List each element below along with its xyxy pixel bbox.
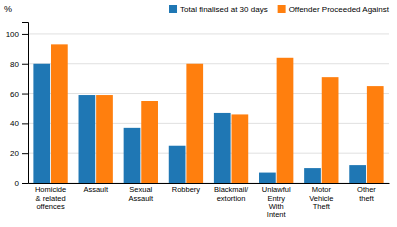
x-tick: SexualAssault bbox=[129, 183, 155, 203]
x-tick: Blackmail/extortion bbox=[214, 183, 249, 203]
y-tick-mark bbox=[22, 153, 28, 154]
y-tick-mark bbox=[22, 123, 28, 124]
bar bbox=[322, 77, 339, 183]
x-tick-label-line: offences bbox=[36, 202, 64, 211]
y-tick-label: 40 bbox=[10, 119, 19, 128]
x-tick-label: UnlawfulEntryWithIntent bbox=[262, 185, 291, 219]
grid-line bbox=[28, 63, 389, 64]
x-tick-label-line: theft bbox=[359, 194, 375, 203]
y-tick: 20 bbox=[10, 149, 28, 158]
bar bbox=[214, 113, 231, 183]
bar bbox=[232, 114, 249, 183]
y-tick-label: 60 bbox=[10, 90, 19, 99]
x-tick: Robbery bbox=[172, 183, 201, 194]
bar bbox=[349, 165, 366, 183]
y-axis-label: % bbox=[4, 4, 12, 14]
grid-line bbox=[28, 33, 389, 34]
x-tick: Homicide& relatedoffences bbox=[35, 183, 66, 211]
y-tick: 60 bbox=[10, 90, 28, 99]
legend-swatch bbox=[278, 5, 286, 13]
x-tick-label-line: Theft bbox=[313, 202, 331, 211]
bar bbox=[277, 58, 294, 183]
y-tick: 40 bbox=[10, 119, 28, 128]
bar-series bbox=[51, 44, 384, 183]
chart: 0 20 40 60 80 100 Homicide& relatedoffences Ass… bbox=[0, 0, 397, 227]
bar bbox=[186, 64, 203, 183]
y-tick-label: 20 bbox=[10, 149, 19, 158]
x-tick: MotorVehicleTheft bbox=[309, 183, 333, 211]
bar bbox=[96, 95, 113, 183]
x-tick-label: Blackmail/extortion bbox=[214, 185, 249, 202]
y-tick: 80 bbox=[10, 60, 28, 69]
x-tick-label-line: Intent bbox=[267, 210, 287, 219]
y-tick-label: 100 bbox=[6, 30, 20, 39]
y-tick: 0 bbox=[15, 179, 28, 188]
grid bbox=[28, 34, 389, 183]
bar bbox=[141, 101, 158, 183]
x-tick-label: Othertheft bbox=[357, 185, 376, 202]
legend-label: Total finalised at 30 days bbox=[180, 5, 268, 14]
legend-swatch bbox=[169, 5, 177, 13]
bar bbox=[79, 95, 96, 183]
y-tick-mark bbox=[22, 94, 28, 95]
bar bbox=[367, 86, 384, 183]
legend-label: Offender Proceeded Against bbox=[289, 5, 390, 14]
x-tick: Assault bbox=[83, 183, 109, 194]
y-tick-mark bbox=[22, 183, 28, 184]
bar bbox=[304, 168, 321, 183]
bar bbox=[51, 44, 68, 183]
x-tick-label-line: Robbery bbox=[172, 185, 201, 194]
x-tick-label: MotorVehicleTheft bbox=[309, 185, 333, 211]
x-tick-label-line: extortion bbox=[217, 194, 246, 203]
y-tick-label: 80 bbox=[10, 60, 19, 69]
bar bbox=[259, 173, 276, 183]
x-axis: Homicide& relatedoffencesAssaultSexualAs… bbox=[29, 183, 390, 219]
y-tick-mark bbox=[22, 34, 28, 35]
bars bbox=[33, 44, 383, 183]
x-tick-label: SexualAssault bbox=[129, 185, 155, 202]
y-tick-mark bbox=[22, 64, 28, 65]
x-tick: Othertheft bbox=[357, 183, 376, 203]
legend: Total finalised at 30 days Offender Proce… bbox=[169, 5, 390, 14]
x-tick-label: Homicide& relatedoffences bbox=[35, 185, 66, 211]
bar bbox=[33, 64, 50, 183]
plot: 0 20 40 60 80 100 Homicide& relatedoffences Ass… bbox=[6, 23, 390, 220]
x-tick-label-line: Assault bbox=[83, 185, 109, 194]
legend-item: Total finalised at 30 days bbox=[169, 5, 268, 14]
x-axis-line bbox=[29, 183, 390, 184]
y-axis: 0 20 40 60 80 100 bbox=[6, 23, 29, 189]
x-tick-label: Robbery bbox=[172, 185, 201, 194]
x-tick-label: Assault bbox=[83, 185, 109, 194]
x-tick-label-line: Assault bbox=[129, 194, 155, 203]
y-tick-label: 0 bbox=[15, 179, 20, 188]
x-tick: UnlawfulEntryWithIntent bbox=[262, 183, 291, 219]
legend-item: Offender Proceeded Against bbox=[278, 5, 390, 14]
bar bbox=[124, 128, 141, 183]
bar bbox=[169, 146, 186, 183]
bar-series bbox=[33, 64, 366, 183]
y-tick: 100 bbox=[6, 30, 28, 39]
y-axis-line bbox=[22, 23, 29, 184]
